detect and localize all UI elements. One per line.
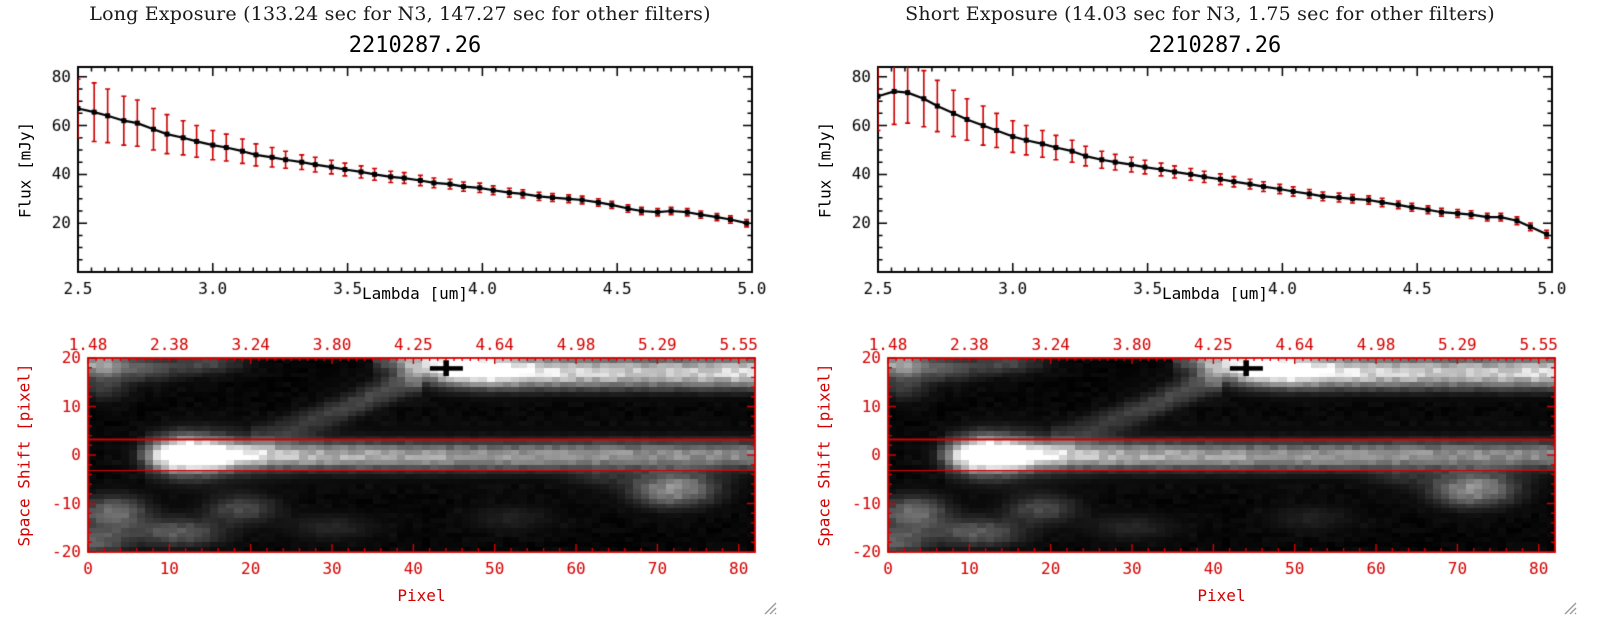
image-x-axis-label: Pixel xyxy=(397,586,446,605)
panel-short-exposure: Short Exposure (14.03 sec for N3, 1.75 s… xyxy=(800,0,1600,630)
image-x-axis-label: Pixel xyxy=(1197,586,1246,605)
image-y-axis-label: Space Shift [pixel] xyxy=(14,363,34,547)
spectrum-y-axis-label: Flux [mJy] xyxy=(15,121,35,219)
panel-long-exposure: Long Exposure (133.24 sec for N3, 147.27… xyxy=(0,0,800,630)
panel-header: Short Exposure (14.03 sec for N3, 1.75 s… xyxy=(905,3,1495,25)
image-y-axis-label: Space Shift [pixel] xyxy=(814,363,834,547)
spectrum-title: 2210287.26 xyxy=(1148,33,1282,58)
plots-canvas xyxy=(800,0,1600,630)
spectrum-x-axis-label: Lambda [um] xyxy=(1162,284,1268,303)
spectrum-title: 2210287.26 xyxy=(348,33,482,58)
plots-canvas xyxy=(0,0,800,630)
spectrum-x-axis-label: Lambda [um] xyxy=(362,284,468,303)
spectrum-y-axis-label: Flux [mJy] xyxy=(815,121,835,219)
resize-grip[interactable] xyxy=(1560,598,1578,616)
resize-grip[interactable] xyxy=(760,598,778,616)
panel-header: Long Exposure (133.24 sec for N3, 147.27… xyxy=(89,3,711,25)
